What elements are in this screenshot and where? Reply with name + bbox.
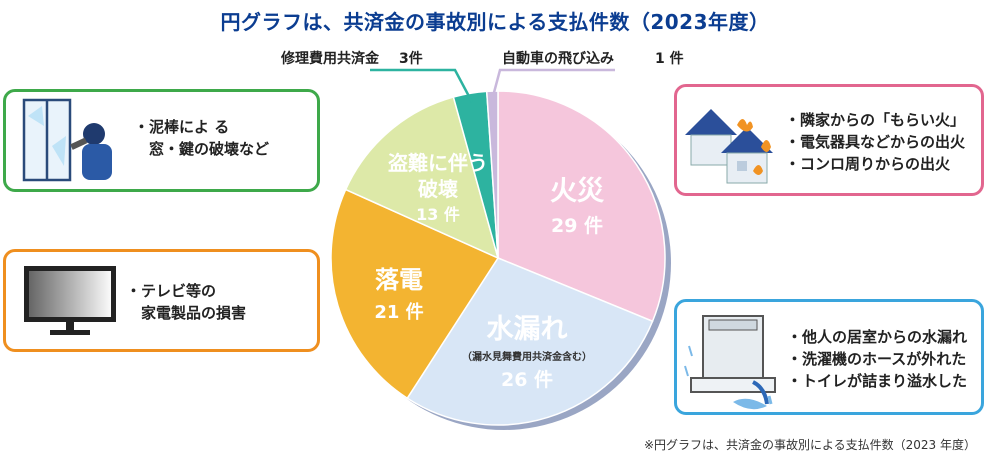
- pie-slice-fire: [497, 90, 666, 323]
- fire-card-line-1: ・隣家からの「もらい火」: [785, 111, 966, 129]
- leader-line-repair: [370, 68, 474, 103]
- water-card-line-2: ・洗濯機のホースが外れた: [787, 350, 967, 368]
- slice-value-repair: 3件: [399, 50, 423, 67]
- slice-label-water: 水漏れ: [487, 314, 568, 345]
- tv-card-line-2: 家電製品の損害: [126, 304, 247, 322]
- tv-card: ・テレビ等の 家電製品の損害: [3, 249, 320, 352]
- slice-value-water: 26 件: [501, 368, 553, 391]
- slice-sublabel-water: （漏水見舞費用共済金含む）: [462, 350, 592, 363]
- water-card-line-3: ・トイレが詰まり溢水した: [787, 372, 968, 390]
- pie-slice-lightning: [330, 188, 500, 400]
- slice-label-fire: 火災: [550, 176, 605, 207]
- footnote: ※円グラフは、共済金の事故別による支払件数（2023 年度）: [643, 438, 976, 452]
- washing-machine-leak-icon: [684, 315, 776, 410]
- chart-title: 円グラフは、共済金の事故別による支払件数（2023年度）: [220, 10, 770, 34]
- slice-value-theft: 13 件: [416, 205, 460, 224]
- water-card-line-1: ・他人の居室からの水漏れ: [787, 328, 968, 346]
- tv-card-line-1: ・テレビ等の: [126, 282, 217, 300]
- pie-slice-theft: [344, 96, 500, 260]
- slice-label-lightning: 落電: [375, 266, 423, 294]
- theft-card-line-1: ・泥棒によ る: [134, 118, 230, 136]
- pie-slice-water: [406, 257, 654, 426]
- burning-houses-icon: [685, 109, 773, 184]
- slice-label-theft-line-2: 破壊: [418, 177, 459, 201]
- fire-card: ・隣家からの「もらい火」 ・電気器具などからの出火 ・コンロ周りからの出火: [674, 84, 984, 196]
- theft-card-line-2: 窓・鍵の破壊など: [134, 140, 270, 158]
- slice-label-car: 自動車の飛び込み: [502, 50, 614, 67]
- slice-value-lightning: 21 件: [374, 301, 423, 323]
- water-card: ・他人の居室からの水漏れ ・洗濯機のホースが外れた ・トイレが詰まり溢水した: [674, 299, 984, 415]
- slice-value-car: 1 件: [655, 50, 684, 67]
- fire-card-line-2: ・電気器具などからの出火: [785, 133, 966, 151]
- slice-label-theft-line-1: 盗難に伴う: [388, 151, 488, 175]
- burglar-icon: [22, 98, 112, 182]
- slice-value-fire: 29 件: [551, 214, 603, 237]
- tv-icon: [24, 266, 116, 335]
- slice-label-repair: 修理費用共済金: [280, 50, 380, 67]
- leader-line-car: [490, 68, 615, 101]
- fire-card-line-3: ・コンロ周りからの出火: [785, 155, 951, 173]
- theft-card: ・泥棒によ る 窓・鍵の破壊など: [3, 89, 320, 192]
- pie-slice-car: [485, 90, 499, 259]
